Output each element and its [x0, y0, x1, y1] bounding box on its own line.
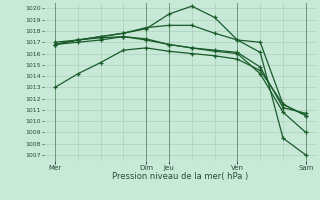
X-axis label: Pression niveau de la mer( hPa ): Pression niveau de la mer( hPa ) [112, 172, 249, 181]
